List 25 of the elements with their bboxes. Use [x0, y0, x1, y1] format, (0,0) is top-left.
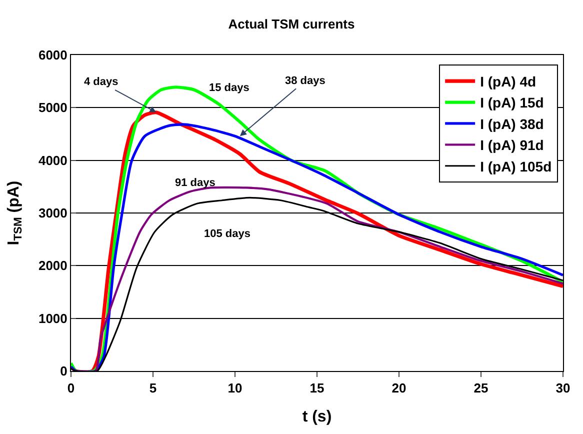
- x-tick-label: 20: [392, 380, 406, 396]
- legend-label: I (pA) 105d: [480, 158, 552, 174]
- x-tick-label: 5: [149, 380, 157, 396]
- y-tick-label: 5000: [38, 100, 68, 116]
- y-tick-label: 0: [60, 364, 68, 379]
- annotation: 38 days: [285, 75, 326, 87]
- x-axis-title: t (s): [302, 408, 332, 426]
- legend-label: I (pA) 38d: [480, 116, 544, 132]
- x-tick-label: 10: [228, 380, 242, 396]
- x-tick-label: 25: [474, 380, 488, 396]
- y-tick-label: 3000: [38, 206, 68, 221]
- annotation: 4 days: [84, 76, 118, 88]
- y-tick-label: 2000: [38, 258, 68, 274]
- y-tick-label: 1000: [38, 310, 68, 326]
- legend-label: I (pA) 4d: [480, 74, 536, 90]
- legend-label: I (pA) 15d: [480, 94, 544, 111]
- y-tick-label: 6000: [38, 48, 68, 63]
- annotation: 105 days: [204, 228, 250, 240]
- legend-label: I (pA) 91d: [480, 137, 544, 154]
- x-tick-label: 30: [556, 380, 570, 396]
- annotation: 15 days: [209, 82, 250, 94]
- y-tick-label: 4000: [38, 152, 68, 168]
- annotation: 91 days: [175, 177, 216, 189]
- x-tick-label: 15: [310, 380, 324, 396]
- chart-title: Actual TSM currents: [228, 16, 355, 32]
